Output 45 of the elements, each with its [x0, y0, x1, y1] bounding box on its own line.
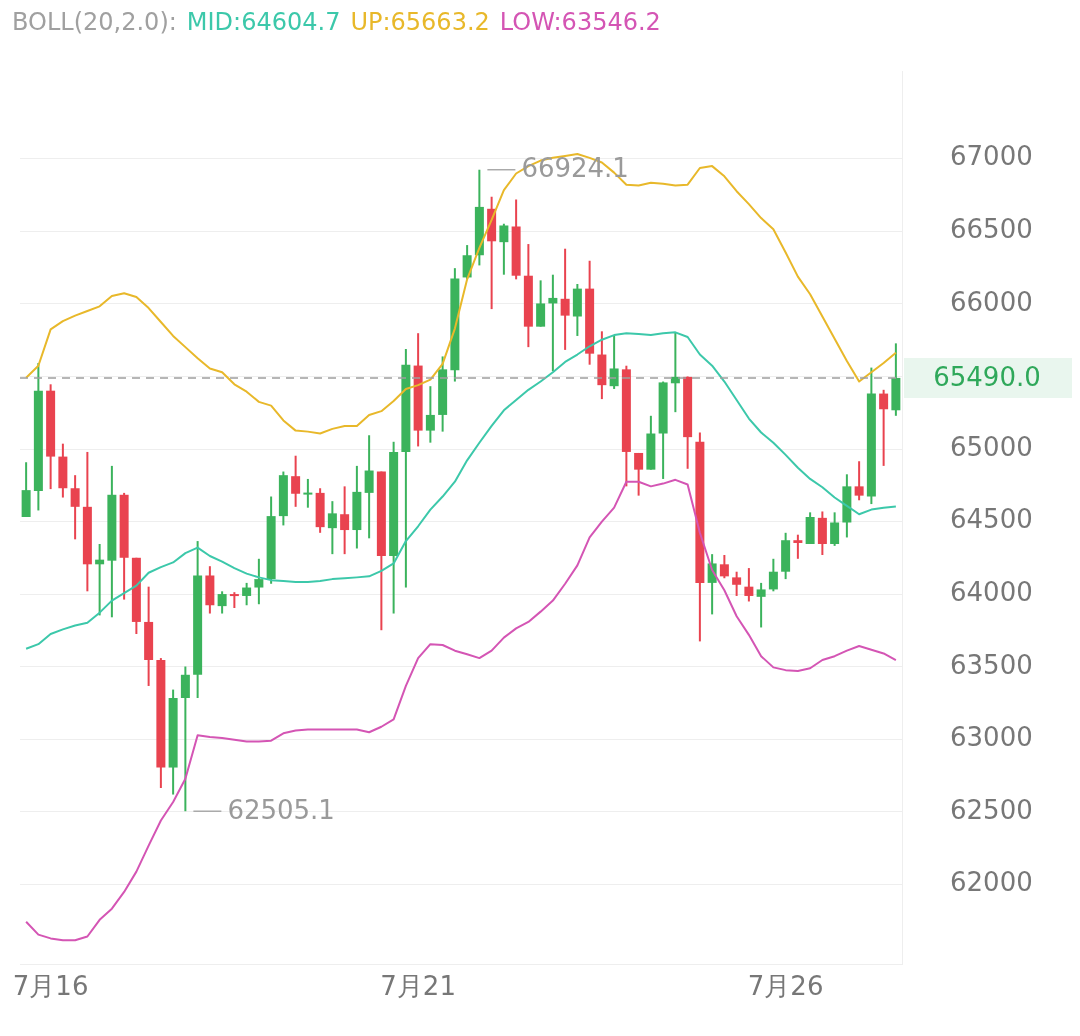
- y-tick-label: 65000: [950, 431, 1033, 462]
- y-tick-label: 64000: [950, 576, 1033, 607]
- candlestick: [499, 222, 509, 276]
- candlestick: [242, 581, 252, 607]
- candlestick: [291, 454, 301, 508]
- candlestick: [217, 590, 227, 615]
- x-tick-label: 7月16: [12, 970, 89, 1001]
- candlestick: [70, 474, 80, 541]
- candlestick: [634, 451, 644, 497]
- ref-line-label: 65490.0: [933, 361, 1041, 392]
- y-tick-label: 67000: [950, 141, 1033, 172]
- y-tick-label: 63500: [950, 649, 1033, 680]
- candlestick: [793, 533, 803, 560]
- y-tick-label: 66000: [950, 286, 1033, 317]
- y-tick-label: 64500: [950, 504, 1033, 535]
- y-tick-label: 62500: [950, 794, 1033, 825]
- candlestick: [536, 279, 546, 328]
- candlestick: [830, 511, 840, 547]
- candlestick: [548, 273, 558, 373]
- x-tick-label: 7月21: [380, 970, 456, 1001]
- candlestick: [732, 570, 742, 597]
- candlestick: [768, 557, 778, 593]
- y-tick-label: 66500: [950, 214, 1033, 245]
- text: UP:65663.2: [350, 8, 490, 37]
- candlestick: [609, 334, 619, 390]
- x-tick-label: 7月26: [747, 970, 824, 1001]
- annotation: 62505.1: [227, 794, 335, 825]
- text: MID:64604.7: [186, 8, 341, 37]
- candlestick: [425, 385, 435, 444]
- text: LOW:63546.2: [499, 8, 661, 37]
- candlestick: [327, 500, 337, 556]
- candlestick: [854, 460, 864, 502]
- chart-title: BOLL(20,2.0):: [12, 8, 177, 37]
- y-tick-label: 63000: [950, 722, 1033, 753]
- candlestick: [719, 554, 729, 580]
- candlestick: [340, 485, 350, 556]
- candlestick: [560, 247, 570, 351]
- candlestick: [364, 434, 374, 540]
- candlestick: [756, 581, 766, 629]
- candlestick: [879, 388, 889, 467]
- y-tick-label: 62000: [950, 867, 1033, 898]
- candlestick: [303, 477, 313, 509]
- candlestick: [180, 665, 190, 813]
- candlestick: [254, 557, 264, 606]
- candlestick: [744, 567, 754, 603]
